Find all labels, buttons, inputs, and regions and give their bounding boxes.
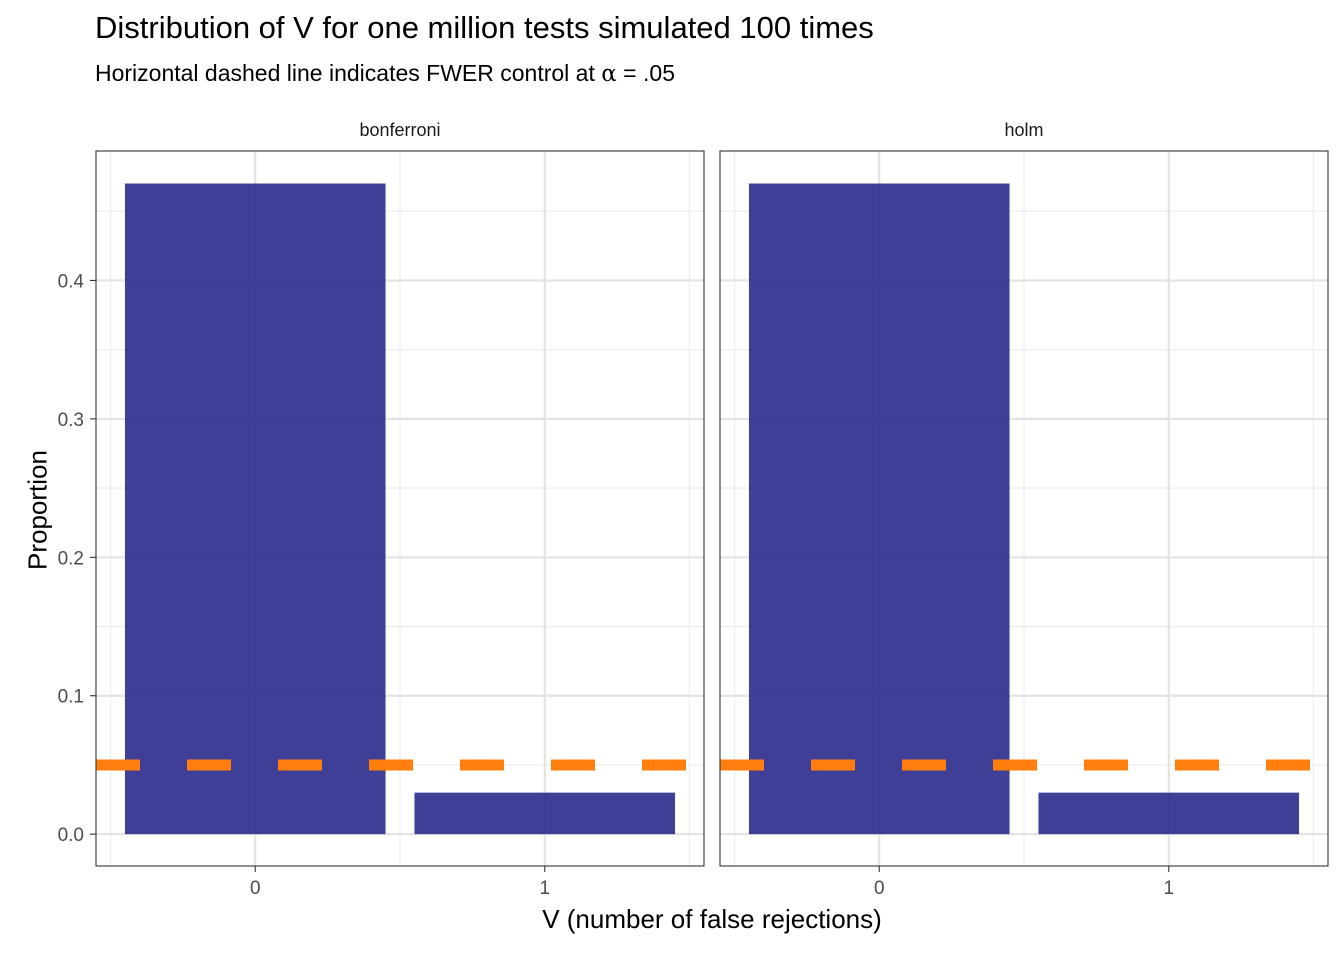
panel-border: [95, 150, 705, 867]
alpha-symbol: α: [601, 61, 617, 87]
y-tick-label: 0.3: [58, 410, 84, 431]
y-tick-label: 0.1: [58, 687, 84, 708]
bar-bonferroni-0: [124, 183, 386, 835]
x-axis-label: V (number of false rejections): [542, 904, 882, 934]
bar-holm-1: [1038, 792, 1300, 835]
x-tick-label: 0: [874, 878, 885, 899]
y-tick-label: 0.4: [58, 271, 85, 292]
facet-label: holm: [1004, 120, 1043, 140]
panel-border: [719, 150, 1329, 867]
x-tick-label: 1: [539, 878, 550, 899]
bar-holm-0: [748, 183, 1010, 835]
facet-label: bonferroni: [359, 120, 440, 140]
x-tick-label: 0: [250, 878, 261, 899]
chart-title: Distribution of V for one million tests …: [95, 10, 874, 45]
chart-subtitle: Horizontal dashed line indicates FWER co…: [95, 60, 675, 87]
subtitle-text: Horizontal dashed line indicates FWER co…: [95, 60, 602, 86]
x-tick-label: 1: [1163, 878, 1174, 899]
bar-bonferroni-1: [414, 792, 676, 835]
y-tick-label: 0.2: [58, 548, 84, 569]
y-tick-label: 0.0: [58, 825, 84, 846]
subtitle-value: = .05: [616, 60, 675, 86]
